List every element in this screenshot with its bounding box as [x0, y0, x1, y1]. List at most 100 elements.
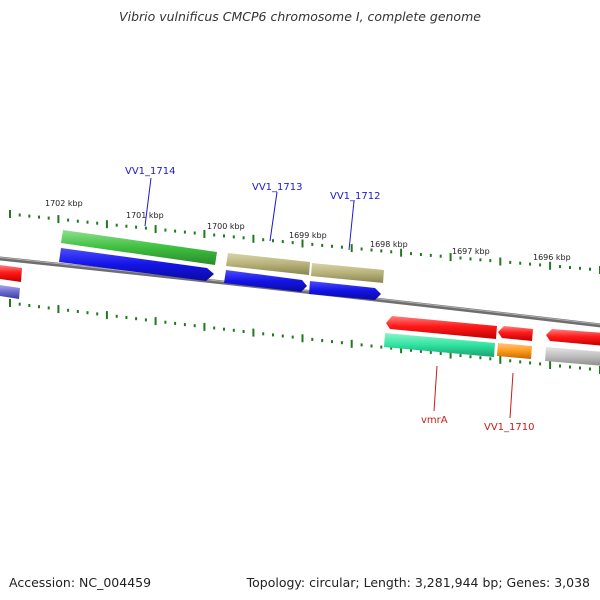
ruler-major-tick: [57, 305, 60, 314]
ruler-minor-tick: [469, 257, 472, 261]
ruler-minor-tick: [125, 224, 128, 228]
ruler-major-tick: [57, 215, 60, 224]
ruler-minor-tick: [18, 213, 21, 217]
ruler-minor-tick: [569, 365, 571, 369]
ruler-minor-tick: [529, 361, 532, 365]
ruler-minor-tick: [509, 260, 512, 264]
ruler-minor-tick: [272, 333, 274, 337]
map-title: Vibrio vulnificus CMCP6 chromosome I, co…: [119, 9, 481, 24]
ruler-minor-tick: [340, 245, 343, 249]
ruler-minor-tick: [559, 364, 561, 368]
gene-label-vv1-1714[interactable]: VV1_1714: [125, 166, 176, 177]
tick-label-1701: 1701 kbp: [126, 211, 164, 220]
ruler-minor-tick: [459, 354, 462, 358]
ruler-minor-tick: [86, 311, 89, 315]
ruler-minor-tick: [281, 240, 284, 244]
gene-feature-blue-1[interactable]: [59, 248, 214, 281]
ruler-major-tick: [350, 339, 353, 348]
tick-label-1697: 1697 kbp: [452, 247, 490, 256]
ruler-minor-tick: [272, 239, 274, 243]
ruler-minor-tick: [331, 244, 333, 248]
ruler-minor-tick: [262, 332, 265, 336]
ruler-minor-tick: [370, 248, 373, 252]
ruler-minor-tick: [262, 238, 265, 242]
ruler-minor-tick: [439, 352, 442, 355]
ruler-minor-tick: [589, 367, 591, 371]
ruler-minor-tick: [174, 321, 177, 325]
ruler-minor-tick: [390, 250, 393, 254]
outer-ruler: [9, 210, 600, 274]
ruler-minor-tick: [519, 360, 522, 364]
ruler-minor-tick: [539, 362, 542, 366]
ruler-major-tick: [449, 253, 452, 262]
ruler-major-tick: [301, 239, 304, 248]
ruler-minor-tick: [281, 334, 284, 338]
gene-label-vmra[interactable]: vmrA: [421, 415, 448, 426]
ruler-minor-tick: [213, 326, 216, 330]
ruler-minor-tick: [360, 247, 363, 251]
ruler-major-tick: [549, 361, 552, 369]
gene-feature-olive-2[interactable]: [311, 263, 384, 283]
ruler-minor-tick: [579, 366, 581, 370]
gene-feature-gray[interactable]: [545, 347, 600, 366]
ruler-minor-tick: [291, 241, 294, 245]
ruler-minor-tick: [38, 215, 40, 219]
gene-feature-red-left[interactable]: [0, 265, 22, 282]
ruler-minor-tick: [429, 253, 432, 257]
ruler-minor-tick: [183, 230, 186, 234]
ruler-minor-tick: [370, 344, 373, 348]
ruler-minor-tick: [164, 228, 167, 232]
ruler-minor-tick: [242, 330, 245, 333]
gene-feature-blue-3[interactable]: [309, 281, 381, 300]
gene-feature-red-2[interactable]: [498, 326, 533, 341]
ruler-minor-tick: [193, 231, 196, 235]
ruler-minor-tick: [232, 328, 235, 332]
ruler-minor-tick: [469, 355, 472, 359]
ruler-minor-tick: [115, 223, 118, 227]
tick-label-1698: 1698 kbp: [370, 240, 408, 249]
gene-label-vv1-1713[interactable]: VV1_1713: [252, 182, 303, 193]
ruler-minor-tick: [419, 349, 422, 353]
ruler-major-tick: [301, 334, 304, 343]
ruler-major-tick: [105, 220, 108, 229]
ruler-major-tick: [105, 311, 108, 320]
gene-feature-green[interactable]: [61, 230, 217, 265]
gene-feature-blue-2[interactable]: [224, 270, 307, 292]
ruler-minor-tick: [135, 317, 138, 321]
ruler-major-tick: [350, 244, 353, 253]
genome-stats-text: Topology: circular; Length: 3,281,944 bp…: [246, 575, 590, 590]
gene-feature-teal[interactable]: [384, 333, 495, 357]
ruler-minor-tick: [509, 359, 512, 363]
gene-feature-olive-1[interactable]: [226, 253, 310, 275]
gene-label-vv1-1712[interactable]: VV1_1712: [330, 191, 381, 202]
gene-feature-red-3[interactable]: [546, 329, 600, 346]
ruler-minor-tick: [164, 320, 167, 324]
tick-label-1696: 1696 kbp: [533, 253, 571, 262]
inner-ruler: [9, 299, 600, 374]
ruler-minor-tick: [96, 221, 99, 225]
ruler-minor-tick: [183, 323, 186, 327]
ruler-major-tick: [499, 257, 502, 266]
gene-feature-purple-left[interactable]: [0, 285, 20, 299]
ruler-major-tick: [499, 355, 502, 364]
gene-label-vv1-1710[interactable]: VV1_1710: [484, 422, 535, 433]
ruler-major-tick: [154, 225, 157, 234]
ruler-minor-tick: [223, 327, 225, 331]
ruler-minor-tick: [519, 261, 522, 265]
ruler-minor-tick: [213, 233, 216, 237]
ruler-minor-tick: [529, 262, 532, 266]
gene-feature-orange[interactable]: [497, 343, 532, 359]
ruler-minor-tick: [311, 337, 314, 341]
gene-feature-red-1[interactable]: [386, 316, 497, 339]
ruler-minor-tick: [144, 226, 147, 230]
ruler-minor-tick: [390, 346, 393, 350]
ruler-minor-tick: [291, 335, 294, 339]
ruler-major-tick: [9, 210, 11, 218]
ruler-minor-tick: [459, 256, 462, 260]
ruler-minor-tick: [579, 266, 581, 270]
ruler-minor-tick: [86, 220, 89, 224]
ruler-minor-tick: [410, 252, 412, 256]
ruler-major-tick: [400, 345, 403, 354]
ruler-minor-tick: [479, 258, 482, 262]
